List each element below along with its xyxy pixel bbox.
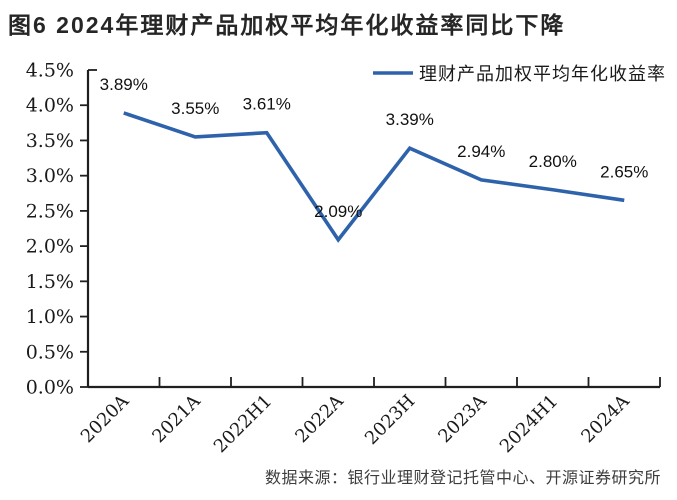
y-tick-label: 4.5% xyxy=(26,60,74,82)
yield-line-chart: 4.5% 4.0% 3.5% 3.0% 2.5% 2.0% 1.5% 1.0% 0.5% 0.0%… xyxy=(0,50,677,462)
data-label: 2.80% xyxy=(529,152,577,171)
data-label: 2.94% xyxy=(457,142,505,161)
data-source: 数据来源：银行业理财登记托管中心、开源证券研究所 xyxy=(264,470,661,487)
series-line xyxy=(123,111,625,243)
y-tick-label: 2.0% xyxy=(26,236,74,258)
x-category-label: 2024A xyxy=(577,390,634,447)
data-label: 3.89% xyxy=(100,75,148,94)
x-category-label: 2022A xyxy=(291,390,348,447)
data-label: 3.39% xyxy=(386,110,434,129)
y-tick-label: 1.0% xyxy=(26,306,74,328)
data-label: 2.65% xyxy=(600,162,648,181)
chart-title: 图6 2024年理财产品加权平均年化收益率同比下降 xyxy=(8,12,566,38)
data-label: 3.55% xyxy=(171,99,219,118)
data-label: 3.61% xyxy=(243,95,291,114)
y-tick-label: 2.5% xyxy=(26,200,74,222)
data-label: 2.09% xyxy=(314,202,362,221)
x-category-label: 2023A xyxy=(434,390,491,447)
legend-label: 理财产品加权平均年化收益率 xyxy=(419,64,666,85)
x-category-label: 2020A xyxy=(77,390,134,447)
y-tick-label: 1.5% xyxy=(26,271,74,293)
chart-canvas: 4.5% 4.0% 3.5% 3.0% 2.5% 2.0% 1.5% 1.0% 0.5% 0.0%… xyxy=(26,60,666,458)
x-category-label: 2022H1 xyxy=(210,391,276,457)
y-tick-label: 0.5% xyxy=(26,341,74,363)
y-tick-label: 3.0% xyxy=(26,165,74,187)
x-category-label: 2024H1 xyxy=(496,391,562,457)
y-tick-label: 0.0% xyxy=(26,377,74,399)
x-category-label: 2023H xyxy=(361,391,419,449)
x-category-label: 2021A xyxy=(148,390,205,447)
y-tick-label: 3.5% xyxy=(26,130,74,152)
y-tick-label: 4.0% xyxy=(26,95,74,117)
